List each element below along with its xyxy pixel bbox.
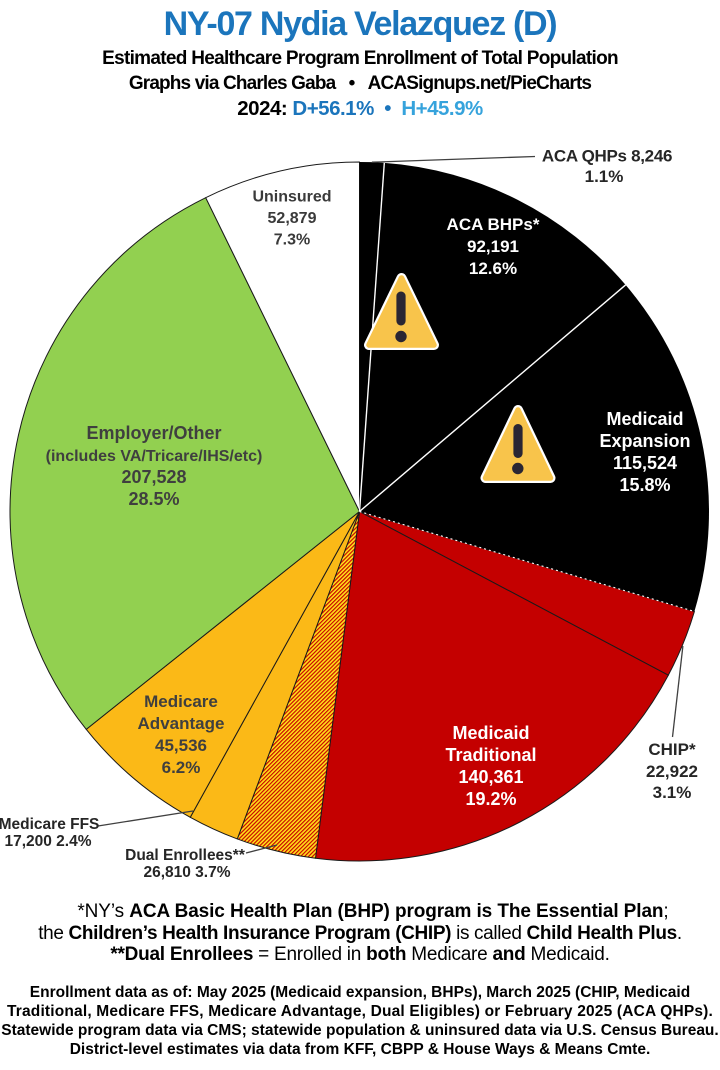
svg-text:115,524: 115,524 bbox=[613, 453, 677, 473]
svg-text:Medicare: Medicare bbox=[144, 692, 218, 711]
svg-text:CHIP*: CHIP* bbox=[648, 740, 696, 759]
svg-text:19.2%: 19.2% bbox=[465, 789, 516, 809]
svg-text:Employer/Other: Employer/Other bbox=[86, 423, 221, 443]
svg-text:15.8%: 15.8% bbox=[619, 475, 670, 495]
svg-text:(includes VA/Tricare/IHS/etc): (includes VA/Tricare/IHS/etc) bbox=[46, 448, 263, 465]
svg-text:12.6%: 12.6% bbox=[469, 259, 517, 278]
svg-text:Advantage: Advantage bbox=[138, 714, 225, 733]
svg-text:Traditional: Traditional bbox=[445, 745, 536, 765]
svg-text:Medicare FFS: Medicare FFS bbox=[0, 816, 99, 833]
svg-text:1.1%: 1.1% bbox=[585, 167, 624, 186]
svg-text:22,922: 22,922 bbox=[646, 762, 698, 781]
svg-text:207,528: 207,528 bbox=[121, 467, 186, 487]
svg-text:52,879: 52,879 bbox=[268, 210, 317, 227]
svg-text:Uninsured: Uninsured bbox=[252, 189, 331, 206]
svg-text:45,536: 45,536 bbox=[155, 736, 207, 755]
svg-text:Medicaid: Medicaid bbox=[606, 409, 683, 429]
svg-text:3.1%: 3.1% bbox=[653, 783, 692, 802]
svg-text:17,200 2.4%: 17,200 2.4% bbox=[4, 833, 91, 850]
svg-text:7.3%: 7.3% bbox=[274, 232, 310, 249]
svg-text:ACA BHPs*: ACA BHPs* bbox=[447, 215, 540, 234]
svg-text:Expansion: Expansion bbox=[599, 431, 690, 451]
svg-text:Dual Enrollees**: Dual Enrollees** bbox=[125, 847, 246, 864]
svg-text:28.5%: 28.5% bbox=[128, 489, 179, 509]
svg-text:6.2%: 6.2% bbox=[162, 758, 201, 777]
svg-text:ACA QHPs 8,246: ACA QHPs 8,246 bbox=[542, 147, 672, 166]
svg-text:26,810 3.7%: 26,810 3.7% bbox=[143, 864, 230, 881]
svg-text:140,361: 140,361 bbox=[458, 767, 523, 787]
svg-text:Medicaid: Medicaid bbox=[452, 723, 529, 743]
svg-text:92,191: 92,191 bbox=[467, 237, 519, 256]
